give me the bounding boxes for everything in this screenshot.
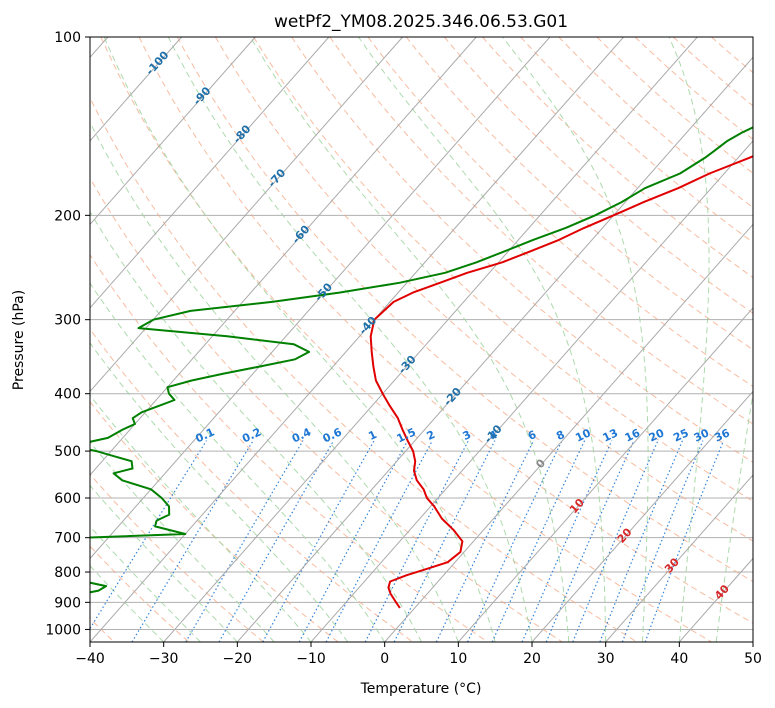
- mixing-ratio-label: 25: [671, 426, 690, 444]
- mixing-ratio-line: [599, 440, 684, 642]
- y-tick-label: 700: [54, 531, 81, 547]
- plot-frame: [89, 36, 754, 643]
- x-tick-label: −20: [223, 651, 253, 667]
- temperature-profile-line: [369, 155, 753, 609]
- x-tick-label: −30: [149, 651, 179, 667]
- x-tick-label: −10: [296, 651, 326, 667]
- moist-adiabat-line: [90, 210, 422, 642]
- isotherm-line: [90, 37, 256, 226]
- isotherm-line: [605, 474, 753, 642]
- y-tick-label: 800: [54, 565, 81, 581]
- isotherm-line: [90, 37, 624, 642]
- isotherm-line: [531, 390, 753, 642]
- x-tick-label: 40: [670, 651, 688, 667]
- dry-adiabat-line: [214, 37, 753, 542]
- isotherm-line: [90, 37, 477, 476]
- sounding-series: [90, 126, 753, 609]
- dry-adiabat-line: [138, 37, 753, 624]
- mixing-ratio-label: 36: [712, 426, 732, 444]
- mixing-ratio-line: [491, 440, 586, 642]
- mixing-ratio-line: [364, 440, 469, 642]
- isotherm-line: [90, 37, 330, 309]
- mixing-ratio-line: [90, 440, 208, 630]
- mixing-ratio-line: [435, 440, 535, 642]
- x-tick-label: 50: [744, 651, 762, 667]
- isotherm-line: [384, 223, 753, 642]
- mixing-ratio-line: [521, 440, 613, 642]
- y-axis: 100 200 300 400 500 600 700 800 900 1000: [45, 30, 90, 638]
- y-tick-label: 500: [54, 444, 81, 460]
- dry-adiabat-line: [482, 37, 753, 279]
- mixing-ratio-line: [545, 440, 635, 642]
- moist-adiabat-line: [90, 484, 238, 642]
- y-tick-label: 900: [54, 595, 81, 611]
- moist-adiabat-line: [90, 121, 459, 642]
- dry-adiabat-line: [90, 401, 339, 642]
- mixing-ratio-lines: [90, 440, 725, 642]
- moist-adiabat-line: [90, 282, 386, 642]
- dry-adiabat-line: [367, 37, 753, 388]
- moist-adiabat-line: [249, 37, 570, 642]
- mixing-ratio-line: [393, 440, 496, 642]
- dry-adiabat-line: [100, 37, 712, 642]
- isotherm-line: [457, 307, 753, 642]
- isotherms: [90, 37, 753, 642]
- x-tick-label: 20: [523, 651, 541, 667]
- moist-adiabat-line: [103, 37, 496, 642]
- x-axis-label: Temperature (°C): [360, 681, 482, 697]
- chart-title: wetPf2_YM08.2025.346.06.53.G01: [274, 12, 568, 32]
- dry-adiabat-line: [291, 37, 753, 463]
- x-tick-label: −40: [75, 651, 105, 667]
- dry-adiabat-line: [634, 37, 753, 140]
- mixing-ratio-label: 10: [573, 426, 593, 444]
- mixing-ratio-line: [572, 440, 659, 642]
- x-axis: −40 −30 −20 −10 0 10 20 30 40 50: [75, 642, 762, 667]
- moist-adiabat-line: [715, 390, 753, 642]
- x-tick-label: 10: [449, 651, 467, 667]
- mixing-ratio-line: [621, 440, 704, 642]
- moist-adiabat-line: [668, 37, 710, 642]
- moist-adiabat-line: [502, 37, 649, 642]
- isotherm-line: [90, 37, 551, 560]
- dry-adiabat-line: [90, 328, 414, 642]
- dry-adiabat-line: [520, 37, 753, 243]
- mixing-ratio-label: 20: [647, 426, 667, 444]
- moist-adiabat-line: [90, 441, 275, 642]
- mixing-ratio-line: [131, 440, 254, 642]
- mixing-ratio-line: [466, 440, 563, 642]
- isotherm-line: [90, 37, 182, 142]
- isotherm-line: [310, 140, 753, 642]
- mixing-ratio-label: 16: [623, 426, 643, 444]
- y-tick-label: 300: [54, 313, 81, 329]
- isotherm-line: [90, 37, 403, 393]
- y-tick-label: 600: [54, 491, 81, 507]
- isotherm-line: [163, 37, 698, 642]
- y-tick-label: 100: [54, 30, 81, 46]
- dry-adiabat-line: [405, 37, 753, 351]
- mixing-ratio-label: 13: [601, 426, 620, 444]
- y-axis-label: Pressure (hPa): [11, 290, 27, 390]
- mixing-ratio-line: [185, 440, 304, 642]
- x-tick-label: 0: [380, 651, 389, 667]
- dry-adiabat-line: [176, 37, 753, 583]
- y-tick-label: 400: [54, 387, 81, 403]
- moist-adiabat-line: [167, 37, 533, 642]
- mixing-ratio-label: 30: [692, 426, 712, 444]
- dry-adiabat-line: [90, 253, 488, 642]
- y-tick-label: 1000: [45, 622, 81, 638]
- dry-adiabat-line: [596, 37, 753, 174]
- isotherm-line: [236, 56, 753, 642]
- moist-adiabat-line: [358, 37, 607, 642]
- dry-adiabat-line: [90, 473, 264, 642]
- dewpoint-profile-line: [90, 126, 753, 594]
- y-tick-label: 200: [54, 208, 81, 224]
- moist-adiabat-line: [90, 342, 349, 642]
- dry-adiabat-line: [90, 177, 563, 642]
- mixing-ratio-line: [218, 440, 335, 642]
- x-tick-label: 30: [597, 651, 615, 667]
- dry-adiabat-line: [253, 37, 753, 502]
